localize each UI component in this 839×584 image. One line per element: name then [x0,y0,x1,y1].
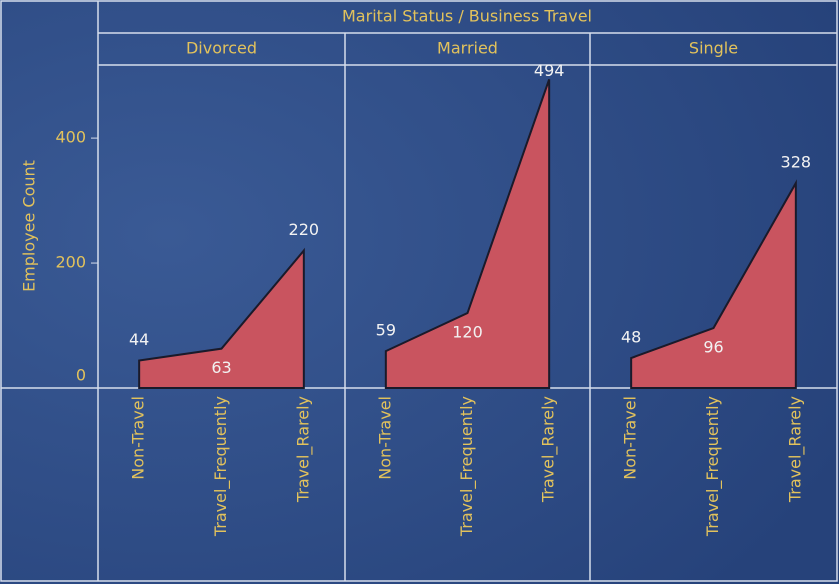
value-label: 44 [129,330,149,349]
panel-title: Divorced [186,39,257,58]
x-tick-label: Travel_Rarely [785,396,805,503]
x-tick-label: Non-Travel [621,396,640,480]
y-tick-label: 200 [55,253,86,272]
value-label: 494 [534,61,565,80]
value-label: 59 [376,321,396,340]
panel-title: Single [689,39,738,58]
x-tick-label: Travel_Frequently [457,396,477,537]
value-label: 96 [703,338,723,357]
x-tick-label: Non-Travel [129,396,148,480]
x-tick-label: Travel_Frequently [211,396,231,537]
value-label: 328 [781,153,812,172]
area [138,247,305,389]
area [630,179,797,389]
value-label: 48 [621,328,641,347]
y-axis-label: Employee Count [20,160,39,292]
value-label: 220 [289,220,320,239]
value-label: 120 [452,323,483,342]
y-tick-label: 0 [76,366,86,385]
value-label: 63 [211,358,231,377]
chart-title: Marital Status / Business Travel [342,7,592,26]
panel-title: Married [437,39,498,58]
y-tick-label: 400 [55,128,86,147]
x-tick-label: Non-Travel [375,396,394,480]
area [384,79,551,389]
x-tick-label: Travel_Frequently [703,396,723,537]
x-tick-label: Travel_Rarely [293,396,313,503]
x-tick-label: Travel_Rarely [539,396,559,503]
